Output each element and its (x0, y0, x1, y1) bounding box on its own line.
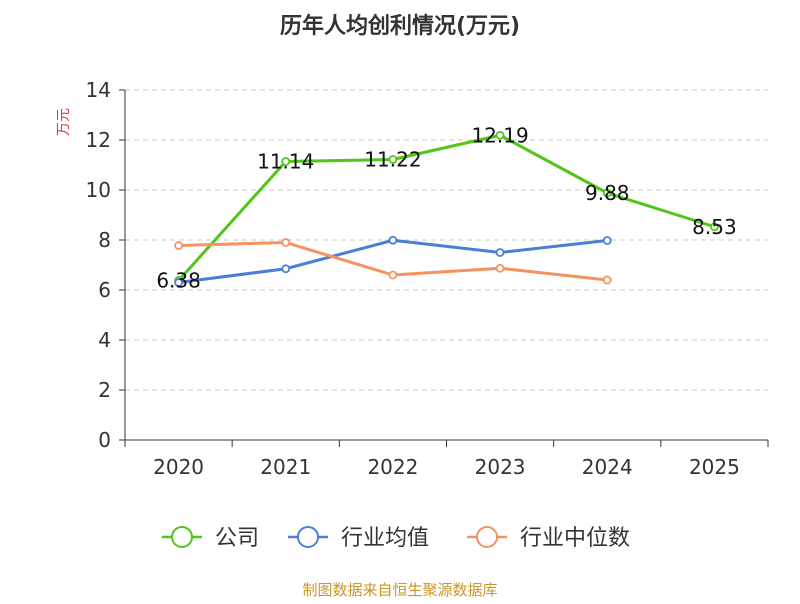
axes: 0 2 4 6 8 10 12 14 2020 2021 2022 2023 2024 2025 (86, 78, 769, 479)
series-point-0 (495, 130, 505, 140)
data-label: 6.38 (156, 269, 201, 293)
x-tick-label: 2021 (260, 455, 311, 479)
data-label: 11.22 (364, 148, 421, 172)
series-point-0 (710, 222, 719, 232)
legend-marker (297, 526, 319, 548)
legend-label: 行业中位数 (520, 526, 630, 551)
legend-label: 公司 (215, 526, 259, 551)
series-point-1 (174, 278, 183, 287)
y-tick-label: 6 (98, 278, 111, 302)
series-point-0 (281, 157, 291, 166)
y-tick-label: 12 (86, 128, 111, 152)
x-tick-label: 2024 (582, 455, 633, 479)
y-tick-label: 14 (86, 78, 111, 102)
legend-marker (171, 526, 193, 548)
legend: 公司 行业均值 行业中位数 (162, 526, 630, 551)
y-tick-label: 10 (86, 178, 111, 202)
legend-label: 行业均值 (341, 526, 429, 551)
data-label: 9.88 (585, 181, 630, 205)
series-line-0 (177, 133, 716, 282)
data-labels: 6.38 11.14 11.22 12.19 9.88 8.53 (156, 123, 736, 292)
x-tick-label: 2023 (475, 455, 526, 479)
source-note: 制图数据来自恒生聚源数据库 (302, 581, 497, 599)
series-point-2 (495, 263, 505, 273)
series-point-1 (388, 235, 398, 245)
series-point-2 (388, 270, 398, 280)
x-tick-label: 2020 (153, 455, 204, 479)
y-tick-label: 2 (98, 378, 111, 402)
gridlines (125, 89, 768, 391)
series-layer (174, 130, 719, 287)
x-tick-label: 2022 (367, 455, 418, 479)
data-label: 11.14 (257, 150, 314, 174)
series-point-1 (281, 264, 291, 274)
chart-title: 历年人均创利情况(万元) (280, 13, 520, 39)
y-axis-label: 万元 (56, 108, 72, 136)
data-label: 8.53 (692, 215, 737, 239)
y-tick-label: 4 (98, 328, 111, 352)
y-tick-label: 0 (98, 428, 111, 452)
series-point-0 (602, 188, 612, 198)
series-point-0 (388, 155, 398, 164)
data-label: 12.19 (471, 123, 528, 147)
series-point-2 (174, 241, 183, 250)
series-point-2 (602, 275, 612, 285)
series-point-1 (602, 236, 612, 245)
legend-marker (476, 526, 498, 548)
series-point-2 (281, 238, 291, 247)
x-tick-label: 2025 (689, 455, 740, 479)
y-tick-label: 8 (98, 228, 111, 252)
series-point-1 (495, 248, 505, 257)
